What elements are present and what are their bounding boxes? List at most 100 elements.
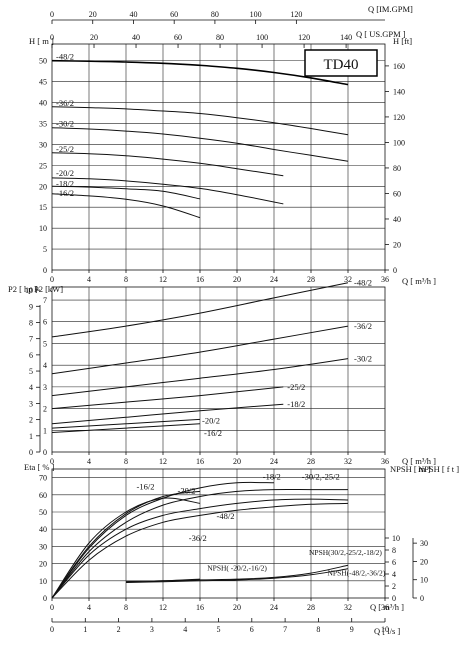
eta-series-label: -20/2 <box>178 485 196 495</box>
us-gpm-tick-label: 80 <box>216 33 224 42</box>
power-hp-tick-label: 6 <box>29 351 33 360</box>
ls-tick-label: 9 <box>350 625 354 634</box>
npsh-ft-tick-label: 10 <box>420 576 428 585</box>
head-curve-182 <box>51 185 201 200</box>
npsh-m-tick-label: 4 <box>392 570 396 579</box>
head-plot-frame <box>51 43 386 271</box>
head-left-label: H [ m ] <box>29 36 54 46</box>
head-y-tick-label: 30 <box>39 140 47 149</box>
head-y-tick-label: 0 <box>43 266 47 275</box>
eta-curve-182 <box>51 481 275 599</box>
power-series-label: -20/2 <box>202 415 220 425</box>
head-y-tick-label: 25 <box>39 161 47 170</box>
power-hp-tick-label: 3 <box>29 399 33 408</box>
im-gpm-tick-label: 40 <box>129 10 137 19</box>
head-y-tick-label: 15 <box>39 203 47 212</box>
npsh-series-label: NPSH(-48/2,-36/2) <box>328 569 386 578</box>
head-ft-tick-label: 60 <box>393 189 401 198</box>
head-ft-tick-label: 100 <box>393 138 405 147</box>
head-ft-tick-label: 20 <box>393 240 401 249</box>
power-curve-252 <box>51 386 284 410</box>
us-gpm-tick-label: 140 <box>340 33 352 42</box>
us-gpm-tick-label: 100 <box>256 33 268 42</box>
eta-x-tick-label: 12 <box>159 603 167 612</box>
efficiency-panel: Eta [ % ] NPSH [ m ] NPSH [ f t ] 010203… <box>24 462 459 612</box>
ls-tick-label: 6 <box>250 625 254 634</box>
npsh-m-tick-label: 8 <box>392 546 396 555</box>
power-x-label: Q [ m³/h ] <box>402 456 436 466</box>
head-panel: Q [ US.GPM ] 0 20 40 60 80 100 120 140 H [ m ] … <box>29 29 436 286</box>
head-y-tick-label: 20 <box>39 182 47 191</box>
power-curve-362 <box>51 325 349 375</box>
power-series-label: -16/2 <box>204 428 222 438</box>
power-kw-tick-label: 1 <box>43 426 47 435</box>
power-curve-482 <box>51 282 349 338</box>
eta-x-label: Q [ m³/h ] <box>370 602 404 612</box>
head-ft-tick-label: 160 <box>393 62 405 71</box>
npsh-series-label: NPSH(30/2,-25/2,-18/2) <box>309 548 382 557</box>
eta-x-tick-label: 28 <box>307 603 315 612</box>
power-hp-tick-label: 7 <box>29 335 33 344</box>
power-series-label: -25/2 <box>287 382 305 392</box>
eta-curve-162 <box>51 497 201 599</box>
head-y-tick-label: 5 <box>43 245 47 254</box>
eta-curve-302252 <box>51 489 348 599</box>
power-x-tick-label: 36 <box>381 457 389 466</box>
power-hp-tick-label: 9 <box>29 302 33 311</box>
model-title: TD40 <box>324 57 359 73</box>
eta-curve-362 <box>51 502 349 599</box>
head-series-label: -18/2 <box>56 178 74 188</box>
head-series-label: -48/2 <box>56 52 74 62</box>
head-ft-tick-label: 120 <box>393 113 405 122</box>
head-series-label: -25/2 <box>56 144 74 154</box>
head-x-tick-label: 12 <box>159 275 167 284</box>
head-curve-302 <box>51 127 349 162</box>
head-right-label: H [ft] <box>393 36 412 46</box>
ls-label: Q [ l/s ] <box>374 626 400 636</box>
head-x-tick-label: 32 <box>344 275 352 284</box>
npsh-series-label: NPSH( -20/2,-16/2) <box>207 563 267 572</box>
eta-series-label: -48/2 <box>217 511 235 521</box>
eta-x-tick-label: 32 <box>344 603 352 612</box>
power-x-tick-label: 24 <box>270 457 278 466</box>
power-x-tick-label: 12 <box>159 457 167 466</box>
power-x-tick-label: 28 <box>307 457 315 466</box>
power-hp-label: P2 [ hp ] <box>8 284 38 294</box>
head-ft-tick-label: 40 <box>393 215 401 224</box>
head-x-label: Q [ m³/h ] <box>402 276 436 286</box>
power-curve-302 <box>51 358 349 397</box>
eta-x-tick-label: 36 <box>381 603 389 612</box>
npsh-ft-label: NPSH [ f t ] <box>418 464 459 474</box>
eta-y-tick-label: 20 <box>39 560 47 569</box>
power-x-tick-label: 16 <box>196 457 204 466</box>
head-x-tick-label: 4 <box>87 275 91 284</box>
head-x-tick-label: 20 <box>233 275 241 284</box>
us-gpm-tick-label: 0 <box>50 33 54 42</box>
im-gpm-label: Q [IM.GPM] <box>368 4 413 14</box>
power-hp-tick-label: 10 <box>25 286 33 295</box>
npsh-m-tick-label: 0 <box>392 594 396 603</box>
power-hp-tick-label: 2 <box>29 416 33 425</box>
power-x-tick-label: 0 <box>50 457 54 466</box>
head-curve-162 <box>51 193 201 219</box>
power-kw-tick-label: 2 <box>43 405 47 414</box>
eta-series-label: -30/2,-25/2 <box>302 471 340 481</box>
head-curve-482 <box>51 59 349 86</box>
ls-axis: 0 1 2 3 4 5 6 7 8 9 10 Q [ l/s ] <box>50 618 400 636</box>
im-gpm-tick-label: 80 <box>211 10 219 19</box>
eta-plot-frame <box>51 468 386 599</box>
power-series-label: -18/2 <box>287 399 305 409</box>
eta-y-tick-label: 0 <box>43 594 47 603</box>
head-x-tick-label: 0 <box>50 275 54 284</box>
im-gpm-tick-label: 20 <box>89 10 97 19</box>
ls-tick-label: 2 <box>117 625 121 634</box>
power-curve-202 <box>51 418 201 429</box>
npsh-curve-1 <box>125 564 349 583</box>
eta-y-tick-label: 30 <box>39 542 47 551</box>
eta-x-tick-label: 16 <box>196 603 204 612</box>
head-x-tick-label: 28 <box>307 275 315 284</box>
ls-tick-label: 8 <box>316 625 320 634</box>
head-series-label: -16/2 <box>56 188 74 198</box>
